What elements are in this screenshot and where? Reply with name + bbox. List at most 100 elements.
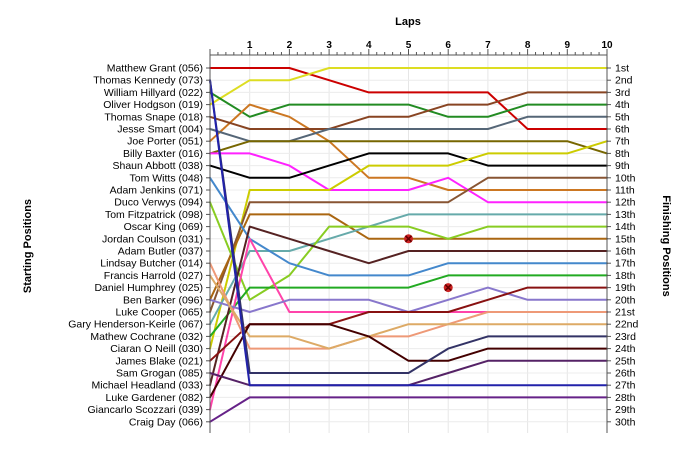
starting-position-label: Shaun Abbott (038): [113, 160, 204, 172]
finishing-position-label: 18th: [615, 270, 636, 282]
starting-position-label: Adam Jenkins (071): [110, 185, 203, 197]
driver-series-line-26: [209, 79, 608, 387]
starting-position-label: Thomas Snape (018): [104, 111, 203, 123]
finishing-position-label: 14th: [615, 221, 636, 233]
finishing-position-label: 24th: [615, 343, 636, 355]
finishing-position-label: 25th: [615, 355, 636, 367]
lap-tick-label: 1: [247, 40, 253, 51]
driver-series-line-9: [209, 152, 608, 179]
driver-series-line-2: [209, 67, 608, 106]
driver-series-line-14: [209, 201, 608, 301]
starting-position-label: Oliver Hodgson (019): [103, 99, 203, 111]
starting-position-label: Tom Fitzpatrick (098): [105, 209, 203, 221]
starting-position-label: Billy Baxter (016): [123, 148, 203, 160]
lap-tick-label: 6: [445, 40, 451, 51]
starting-position-label: Thomas Kennedy (073): [93, 75, 203, 87]
starting-position-label: Luke Cooper (065): [115, 307, 203, 319]
driver-series-line-7: [209, 140, 608, 155]
retirement-marker: [443, 283, 453, 293]
finishing-position-label: 1st: [615, 63, 629, 75]
finishing-position-label: 4th: [615, 99, 630, 111]
finishing-position-label: 27th: [615, 380, 636, 392]
finishing-position-label: 28th: [615, 392, 636, 404]
driver-series-line-17: [209, 225, 608, 387]
driver-series-line-13: [209, 213, 608, 326]
driver-series-line-10: [209, 140, 608, 350]
lap-tick-label: 8: [525, 40, 531, 51]
starting-position-label: Tom Witts (048): [129, 172, 203, 184]
starting-position-label: Mathew Cochrane (032): [90, 331, 203, 343]
finishing-position-label: 11th: [615, 185, 635, 197]
finishing-position-label: 22nd: [615, 319, 639, 331]
finishing-position-label: 30th: [615, 416, 636, 428]
driver-series-line-3: [209, 91, 608, 118]
finishing-position-label: 8th: [615, 148, 630, 160]
starting-position-label: Joe Porter (051): [127, 136, 203, 148]
starting-position-label: Ben Barker (096): [123, 294, 203, 306]
finishing-position-label: 5th: [615, 111, 630, 123]
driver-series-line-4: [209, 103, 608, 191]
finishing-position-label: 20th: [615, 294, 636, 306]
y-axis-right-title: Finishing Positions: [660, 195, 672, 296]
finishing-position-label: 15th: [615, 233, 636, 245]
finishing-position-label: 7th: [615, 136, 630, 148]
finishing-position-label: 29th: [615, 404, 636, 416]
starting-position-label: Jesse Smart (004): [117, 124, 203, 136]
driver-series-line-23: [209, 323, 608, 399]
finishing-position-label: 26th: [615, 368, 636, 380]
lap-tick-label: 2: [287, 40, 293, 51]
driver-series-line-5: [209, 91, 608, 130]
starting-position-label: Giancarlo Scozzari (039): [87, 404, 203, 416]
starting-position-label: Duco Verwys (094): [114, 197, 203, 209]
starting-position-label: Luke Gardener (082): [106, 392, 203, 404]
lap-tick-label: 7: [485, 40, 491, 51]
series-lines: [209, 67, 608, 423]
finishing-position-label: 21st: [615, 307, 635, 319]
starting-position-label: Jordan Coulson (031): [102, 233, 203, 245]
starting-position-label: Lindsay Butcher (014): [100, 258, 203, 270]
starting-position-label: Adam Butler (037): [118, 246, 203, 258]
starting-position-label: William Hillyard (022): [104, 87, 203, 99]
starting-position-label: Craig Day (066): [129, 416, 203, 428]
starting-position-label: Daniel Humphrey (025): [94, 282, 203, 294]
starting-position-label: Ciaran O Neill (030): [110, 343, 203, 355]
lap-tick-label: 10: [601, 40, 613, 51]
finishing-position-label: 16th: [615, 246, 636, 258]
starting-position-label: Francis Harrold (027): [104, 270, 203, 282]
lap-tick-label: 5: [406, 40, 412, 51]
finishing-position-label: 19th: [615, 282, 636, 294]
finishing-position-label: 12th: [615, 197, 636, 209]
starting-position-label: Sam Grogan (085): [116, 368, 203, 380]
retirement-markers: [404, 234, 453, 293]
starting-position-label: Gary Henderson-Keirle (067): [68, 319, 203, 331]
finishing-position-label: 3rd: [615, 87, 630, 99]
lap-tick-label: 9: [565, 40, 571, 51]
starting-position-label: Michael Headland (033): [92, 380, 203, 392]
driver-series-line-27: [209, 396, 608, 423]
finishing-position-label: 17th: [615, 258, 636, 270]
driver-series-line-11: [209, 176, 608, 313]
driver-series-line-1: [209, 67, 608, 130]
driver-series-line-21: [209, 262, 608, 350]
finishing-position-label: 13th: [615, 209, 636, 221]
driver-series-line-8: [209, 152, 608, 204]
lap-tick-label: 4: [366, 40, 372, 51]
driver-series-line-15: [209, 176, 608, 277]
driver-series-line-22: [209, 274, 608, 350]
finishing-position-label: 23rd: [615, 331, 636, 343]
axes: Laps Starting Positions Finishing Positi…: [22, 16, 672, 433]
starting-position-label: Matthew Grant (056): [107, 63, 203, 75]
x-axis-title: Laps: [395, 16, 421, 28]
retirement-marker: [404, 234, 413, 244]
starting-position-label: Oscar King (069): [124, 221, 203, 233]
finishing-position-label: 10th: [615, 172, 636, 184]
y-axis-left-title: Starting Positions: [22, 199, 34, 293]
driver-series-line-24: [209, 79, 608, 374]
starting-position-label: James Blake (021): [115, 355, 203, 367]
finishing-position-label: 6th: [615, 124, 630, 136]
finishing-position-label: 9th: [615, 160, 630, 172]
lap-tick-label: 3: [326, 40, 332, 51]
finishing-position-label: 2nd: [615, 75, 633, 87]
